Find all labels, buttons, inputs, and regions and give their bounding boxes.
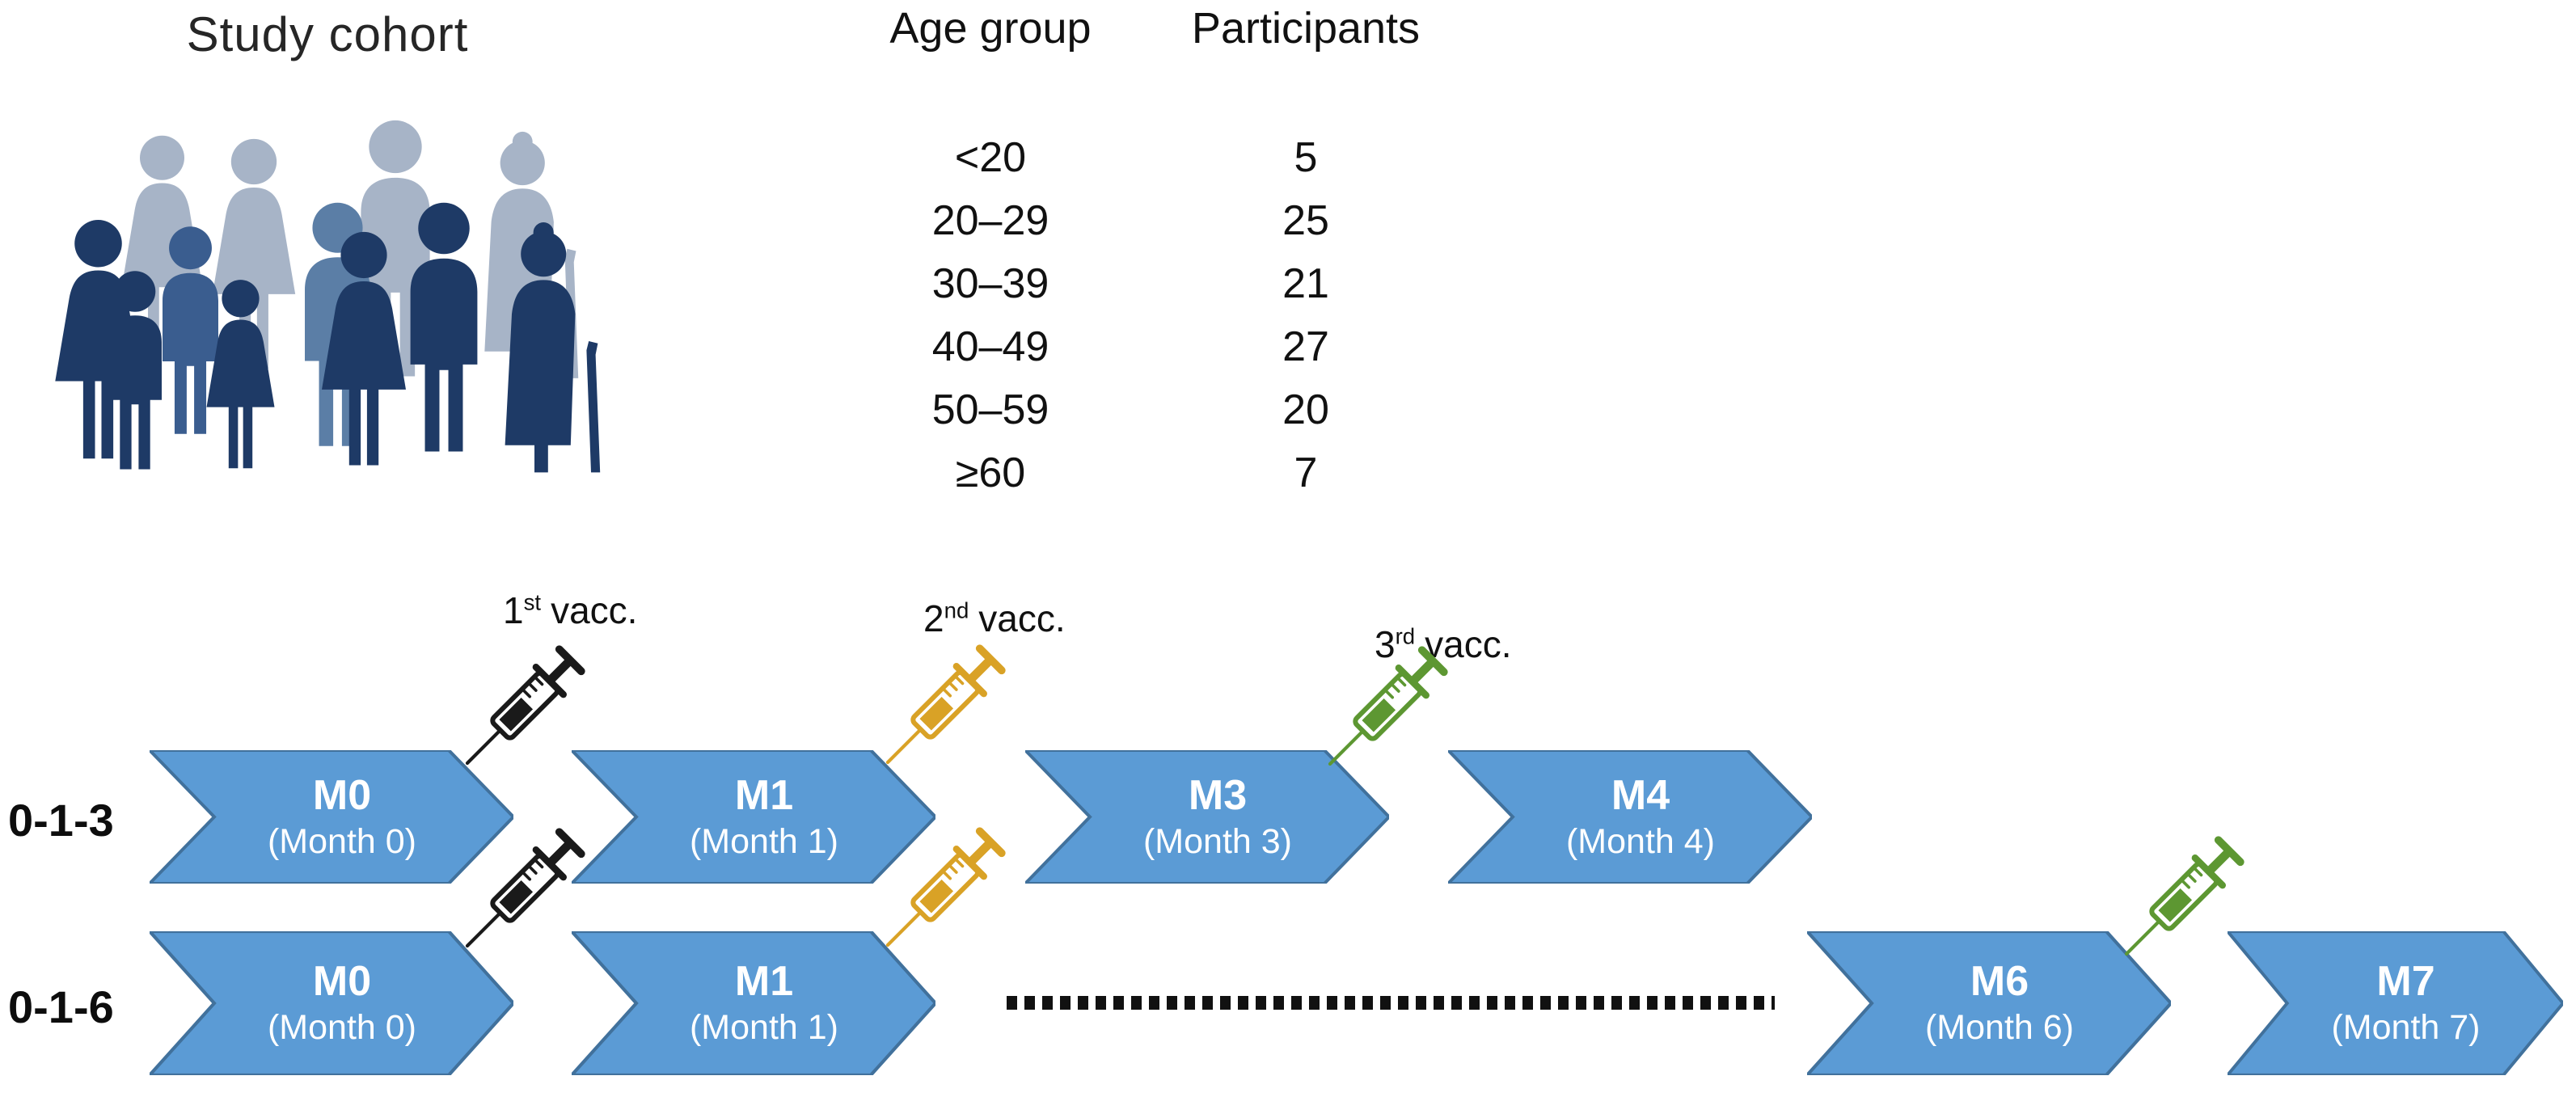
age-table-cell: 7 bbox=[1294, 449, 1318, 496]
age-table-cell: 5 bbox=[1294, 134, 1318, 181]
third-vacc-label: 3rd vacc. bbox=[1375, 623, 1512, 665]
timeline-gap-dotted-line bbox=[1007, 996, 1775, 1010]
age-table-cell: ≥60 bbox=[955, 449, 1026, 496]
timeline-arrow-m1-b: M1 (Month 1) bbox=[572, 931, 935, 1075]
age-table-cell: 40–49 bbox=[931, 323, 1049, 370]
age-table-cell: 50–59 bbox=[931, 386, 1049, 433]
timeline-arrow-m4: M4 (Month 4) bbox=[1448, 750, 1812, 884]
timeline-arrow-m0: M0 (Month 0) bbox=[150, 750, 513, 884]
age-table-cell: 20–29 bbox=[931, 197, 1049, 244]
cohort-title: Study cohort bbox=[186, 7, 469, 61]
age-table-header-participants: Participants bbox=[1191, 4, 1421, 53]
timeline-arrow-m1: M1 (Month 1) bbox=[572, 750, 935, 884]
age-table-cell: 30–39 bbox=[931, 260, 1049, 307]
age-table: Age group Participants <20 5 20–29 25 30… bbox=[833, 0, 1463, 504]
age-table-cell: 20 bbox=[1282, 386, 1329, 433]
age-table-spacer bbox=[833, 63, 1463, 126]
age-table-header-age: Age group bbox=[889, 4, 1092, 53]
second-vacc-label: 2nd vacc. bbox=[923, 597, 1066, 639]
schedule-label-0-1-3: 0-1-3 bbox=[8, 795, 114, 846]
first-vacc-label: 1st vacc. bbox=[503, 589, 638, 631]
age-table-cell: 21 bbox=[1282, 260, 1329, 307]
timeline-arrow-m0-b: M0 (Month 0) bbox=[150, 931, 513, 1075]
timeline-arrow-m6: M6 (Month 6) bbox=[1807, 931, 2171, 1075]
age-table-cell: 25 bbox=[1282, 197, 1329, 244]
age-table-cell: <20 bbox=[954, 134, 1027, 181]
study-cohort-crowd-icon bbox=[55, 120, 601, 473]
timeline-arrow-m3: M3 (Month 3) bbox=[1025, 750, 1389, 884]
age-table-cell: 27 bbox=[1282, 323, 1329, 370]
schedule-label-0-1-6: 0-1-6 bbox=[8, 981, 114, 1032]
timeline-arrow-m7: M7 (Month 7) bbox=[2228, 931, 2563, 1075]
